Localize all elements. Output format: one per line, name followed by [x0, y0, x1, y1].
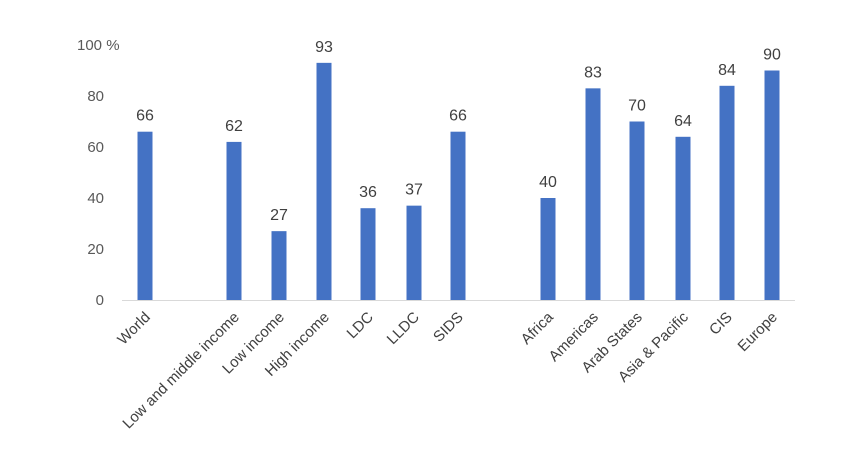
data-label: 66 — [136, 108, 154, 125]
bar — [719, 85, 735, 300]
category-label: Africa — [518, 308, 558, 348]
y-tick-label: 80 — [87, 88, 104, 105]
data-label: 36 — [359, 184, 377, 201]
data-label: 27 — [270, 207, 288, 224]
data-labels: 66 62 27 93 36 37 66 40 83 70 64 84 90 — [136, 39, 781, 224]
bar — [675, 136, 691, 300]
bar — [450, 131, 466, 300]
category-label: CIS — [706, 309, 736, 339]
data-label: 64 — [674, 113, 692, 130]
bar — [226, 141, 242, 300]
bar — [316, 62, 332, 300]
category-label: World — [114, 309, 154, 349]
data-label: 84 — [718, 62, 736, 79]
bar — [271, 231, 287, 300]
data-label: 66 — [449, 108, 467, 125]
y-tick-label: 0 — [96, 292, 104, 309]
bar — [764, 70, 780, 300]
category-label: Europe — [735, 309, 781, 355]
data-label: 90 — [763, 47, 781, 64]
category-label: LDC — [344, 309, 377, 342]
bar — [540, 198, 556, 300]
bar — [360, 208, 376, 300]
data-label: 37 — [405, 182, 423, 199]
y-axis-labels: 0 20 40 60 80 100 % — [77, 37, 120, 309]
bar — [137, 131, 153, 300]
data-label: 70 — [628, 98, 646, 115]
bar — [585, 88, 601, 300]
category-label: LLDC — [384, 309, 423, 348]
category-label: SIDS — [430, 309, 467, 346]
y-tick-label: 40 — [87, 190, 104, 207]
y-tick-label: 20 — [87, 241, 104, 258]
bar — [406, 205, 422, 300]
y-tick-label: 60 — [87, 139, 104, 156]
bar — [629, 121, 645, 300]
data-label: 93 — [315, 39, 333, 56]
data-label: 83 — [584, 64, 602, 81]
data-label: 40 — [539, 174, 557, 191]
y-tick-label: 100 % — [77, 37, 120, 54]
bars — [137, 62, 780, 300]
data-label: 62 — [225, 118, 243, 135]
